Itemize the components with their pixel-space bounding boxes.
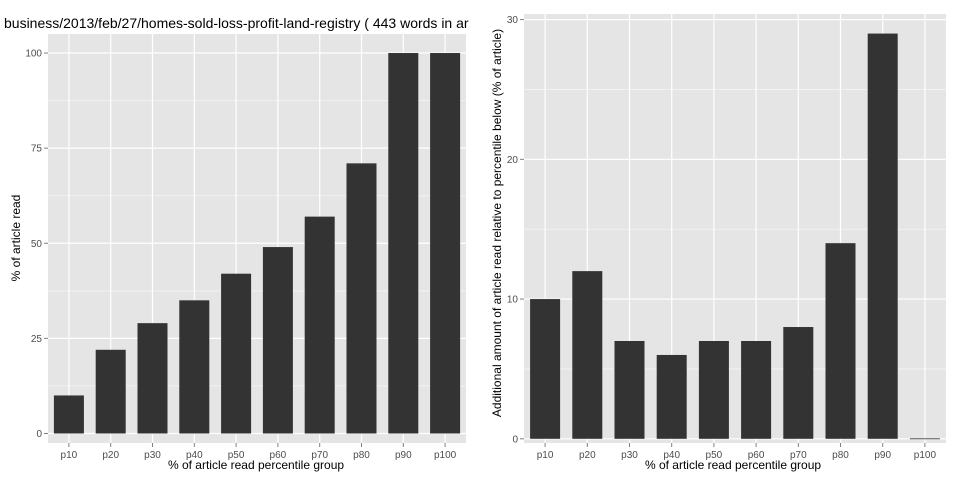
y-tick-label: 100 bbox=[25, 49, 42, 60]
x-tick-label: p90 bbox=[395, 450, 412, 461]
bar-p20 bbox=[95, 349, 126, 434]
bar-p50 bbox=[698, 340, 729, 439]
x-tick-labels: p10 p20 p30 p40 p50 p60 p70 p80 p90 p100 bbox=[537, 443, 937, 461]
y-tick-label: 20 bbox=[507, 155, 519, 166]
x-axis-title: % of article read percentile group bbox=[168, 458, 344, 472]
bar-p10 bbox=[53, 395, 84, 434]
bar-p70 bbox=[783, 327, 814, 439]
x-tick-label: p90 bbox=[874, 450, 891, 461]
bar-p20 bbox=[572, 271, 603, 439]
y-axis-title: % of article read bbox=[9, 195, 23, 282]
y-tick-label: 10 bbox=[507, 295, 519, 306]
y-tick-label: 0 bbox=[512, 434, 518, 445]
x-tick-label: p20 bbox=[102, 450, 119, 461]
y-tick-label: 75 bbox=[31, 144, 43, 155]
bar-p40 bbox=[656, 354, 687, 439]
bar-p90 bbox=[388, 53, 419, 434]
x-tick-label: p70 bbox=[311, 450, 328, 461]
bar-p80 bbox=[825, 243, 856, 439]
x-tick-label: p60 bbox=[748, 450, 765, 461]
bar-p100 bbox=[430, 53, 461, 434]
bar-p90 bbox=[867, 33, 898, 439]
bar-p10 bbox=[530, 299, 561, 439]
x-tick-label: p100 bbox=[434, 450, 457, 461]
x-tick-label: p30 bbox=[621, 450, 638, 461]
x-tick-label: p40 bbox=[663, 450, 680, 461]
bars bbox=[530, 33, 940, 440]
bar-p30 bbox=[614, 340, 645, 439]
bar-p80 bbox=[346, 163, 377, 434]
x-tick-label: p20 bbox=[579, 450, 596, 461]
x-tick-label: p60 bbox=[270, 450, 287, 461]
y-axis-title: Additional amount of article read relati… bbox=[490, 29, 504, 417]
y-tick-label: 50 bbox=[31, 239, 43, 250]
x-tick-label: p10 bbox=[61, 450, 78, 461]
bar-p60 bbox=[741, 340, 772, 439]
bar-p100 bbox=[909, 438, 940, 440]
y-tick-label: 30 bbox=[507, 15, 519, 26]
x-axis-title: % of article read percentile group bbox=[645, 458, 821, 472]
x-tick-label: p40 bbox=[186, 450, 203, 461]
bar-p60 bbox=[262, 247, 293, 434]
y-tick-label: 25 bbox=[31, 334, 43, 345]
x-tick-label: p100 bbox=[914, 450, 937, 461]
chart-title: business/2013/feb/27/homes-sold-loss-pro… bbox=[4, 15, 469, 31]
y-tick-labels: 0 10 20 30 bbox=[507, 15, 524, 445]
bars bbox=[53, 53, 461, 434]
x-tick-label: p50 bbox=[706, 450, 723, 461]
x-tick-label: p80 bbox=[832, 450, 849, 461]
x-tick-label: p50 bbox=[228, 450, 245, 461]
bar-p50 bbox=[221, 273, 252, 434]
y-tick-label: 0 bbox=[36, 429, 42, 440]
y-tick-labels: 0 25 50 75 100 bbox=[25, 49, 48, 440]
x-tick-label: p80 bbox=[353, 450, 370, 461]
bar-p30 bbox=[137, 323, 168, 434]
bar-p70 bbox=[304, 216, 335, 434]
x-tick-labels: p10 p20 p30 p40 p50 p60 p70 p80 p90 p100 bbox=[61, 443, 457, 461]
bar-p40 bbox=[179, 300, 210, 434]
x-tick-label: p10 bbox=[537, 450, 554, 461]
x-tick-label: p70 bbox=[790, 450, 807, 461]
x-tick-label: p30 bbox=[144, 450, 161, 461]
